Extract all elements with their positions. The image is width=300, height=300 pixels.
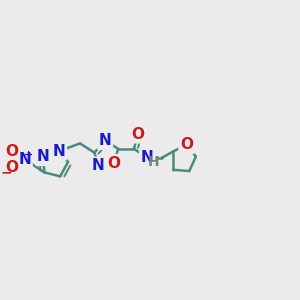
Text: N: N — [52, 144, 65, 159]
Text: +: + — [24, 150, 33, 160]
Text: N: N — [92, 158, 105, 173]
Text: O: O — [5, 144, 18, 159]
Text: −: − — [1, 165, 13, 179]
Text: O: O — [108, 156, 121, 171]
Text: N: N — [18, 152, 31, 167]
Text: H: H — [148, 154, 160, 169]
Text: O: O — [180, 137, 193, 152]
Text: N: N — [37, 149, 50, 164]
Text: O: O — [5, 160, 18, 175]
Text: N: N — [99, 133, 111, 148]
Text: O: O — [131, 127, 144, 142]
Text: N: N — [141, 150, 154, 165]
